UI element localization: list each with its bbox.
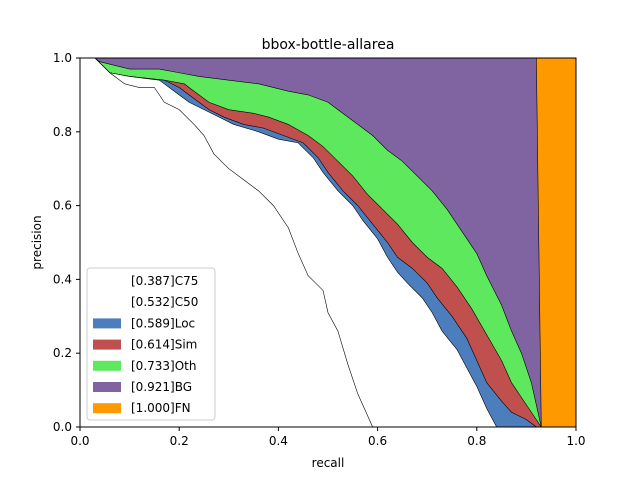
legend-label: [1.000]FN [131, 401, 191, 415]
legend-swatch [93, 276, 121, 286]
x-axis: 0.0 0.2 0.4 0.6 0.8 1.0 [70, 427, 586, 448]
y-tick-label: 1.0 [53, 51, 72, 65]
legend-swatch [93, 403, 121, 414]
x-tick-label: 0.0 [70, 434, 89, 448]
x-axis-label: recall [312, 456, 345, 470]
chart-title: bbox-bottle-allarea [262, 37, 395, 53]
x-tick-label: 1.0 [566, 434, 585, 448]
y-tick-label: 0.8 [53, 125, 72, 139]
y-tick-label: 0.0 [53, 420, 72, 434]
legend: [0.387]C75 [0.532]C50 [0.589]Loc [0.614]Sim… [86, 267, 216, 421]
legend-swatch [93, 297, 121, 308]
legend-label: [0.614]Sim [131, 338, 197, 352]
y-axis: 0.0 0.2 0.4 0.6 0.8 1.0 [53, 51, 80, 434]
legend-swatch [93, 382, 121, 392]
x-tick-label: 0.4 [269, 434, 288, 448]
y-tick-label: 0.6 [53, 199, 72, 213]
legend-swatch [93, 360, 121, 371]
y-tick-label: 0.2 [53, 346, 72, 360]
legend-swatch [93, 318, 121, 329]
y-tick-label: 0.4 [53, 272, 72, 286]
legend-label: [0.387]C75 [131, 274, 198, 288]
legend-label: [0.532]C50 [131, 295, 198, 309]
x-tick-label: 0.8 [467, 434, 486, 448]
legend-label: [0.589]Loc [131, 316, 195, 330]
y-axis-label: precision [30, 215, 44, 269]
x-tick-label: 0.6 [368, 434, 387, 448]
x-tick-label: 0.2 [170, 434, 189, 448]
legend-label: [0.921]BG [131, 380, 192, 394]
legend-label: [0.733]Oth [131, 359, 196, 373]
axes-frame [79, 57, 577, 428]
legend-swatch [93, 339, 121, 350]
